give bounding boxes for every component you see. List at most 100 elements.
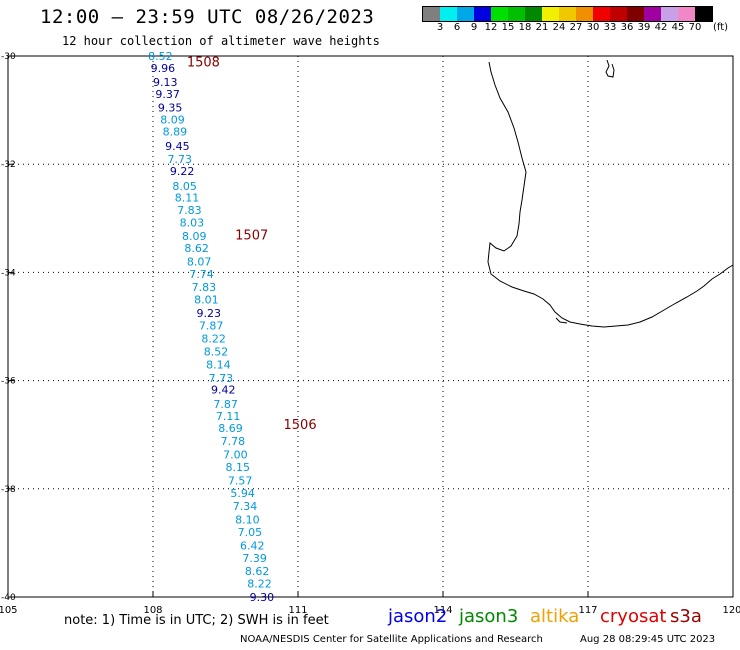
colorbar-label: 33: [603, 22, 617, 33]
wave-height-label: 8.05: [172, 180, 197, 193]
legend-s3a: s3a: [670, 606, 702, 627]
colorbar: [422, 6, 713, 22]
wave-height-label: 7.05: [238, 526, 262, 539]
colorbar-label: 15: [501, 22, 515, 33]
colorbar-label: 12: [484, 22, 498, 33]
colorbar-label: 18: [518, 22, 532, 33]
wave-height-label: 5.94: [230, 487, 255, 500]
wave-height-label: 8.01: [194, 293, 219, 306]
footer-credit: NOAA/NESDIS Center for Satellite Applica…: [240, 634, 543, 645]
pass-label: 1508: [187, 55, 220, 70]
colorbar-label: 27: [569, 22, 583, 33]
colorbar-swatch: [610, 7, 627, 21]
colorbar-swatch: [576, 7, 593, 21]
colorbar-swatch: [559, 7, 576, 21]
wave-height-label: 7.34: [233, 500, 258, 513]
wave-height-label: 8.09: [160, 113, 185, 126]
wave-height-label: 6.42: [240, 540, 265, 553]
colorbar-swatch: [423, 7, 440, 21]
colorbar-label: 24: [552, 22, 566, 33]
wave-height-label: 7.87: [199, 319, 224, 332]
pass-label: 1506: [284, 418, 317, 433]
wave-height-label: 7.74: [189, 268, 214, 281]
colorbar-label: 36: [620, 22, 634, 33]
lat-tick-label: -36: [1, 377, 16, 387]
wave-height-label: 8.07: [187, 256, 212, 269]
wave-height-label: 9.96: [151, 62, 176, 75]
colorbar-swatch: [627, 7, 644, 21]
colorbar-label: 21: [535, 22, 549, 33]
wave-height-label: 8.52: [204, 345, 229, 358]
lat-tick-label: -32: [1, 160, 16, 170]
wave-height-label: 9.30: [250, 591, 275, 604]
wave-height-label: 8.11: [175, 192, 200, 205]
wave-height-label: 9.37: [155, 88, 180, 101]
colorbar-swatch: [508, 7, 525, 21]
colorbar-swatch: [457, 7, 474, 21]
wave-height-label: 8.09: [182, 230, 207, 243]
colorbar-swatch: [491, 7, 508, 21]
colorbar-swatch: [542, 7, 559, 21]
wave-height-label: 7.83: [192, 281, 217, 294]
colorbar-swatch: [525, 7, 542, 21]
wave-height-label: 8.14: [206, 358, 231, 371]
colorbar-label: 70: [688, 22, 702, 33]
wave-height-label: 8.22: [247, 577, 272, 590]
wave-height-label: 9.22: [170, 165, 195, 178]
wave-height-label: 9.13: [153, 76, 178, 89]
colorbar-label: 6: [453, 22, 461, 33]
wave-height-label: 8.15: [226, 461, 251, 474]
wave-height-label: 9.23: [197, 307, 222, 320]
colorbar-label: 9: [470, 22, 478, 33]
wave-height-label: 8.22: [201, 332, 226, 345]
colorbar-labels: 3 6 9 12 15 18 21 24 27 30 33 36 39 42 45 70: [422, 22, 740, 34]
wave-height-label: 7.39: [242, 552, 267, 565]
colorbar-swatch: [644, 7, 661, 21]
wave-height-label: 7.00: [223, 449, 248, 462]
pass-label: 1507: [235, 229, 268, 244]
lon-tick-label: 105: [0, 605, 18, 616]
wave-height-label: 8.89: [163, 126, 188, 139]
wave-height-label: 9.45: [165, 140, 190, 153]
lat-tick-label: -34: [1, 268, 16, 278]
footer-timestamp: Aug 28 08:29:45 UTC 2023: [580, 634, 716, 645]
colorbar-unit: (ft): [713, 22, 729, 33]
colorbar-label: 45: [671, 22, 685, 33]
wave-height-label: 7.87: [213, 398, 238, 411]
colorbar-swatch: [678, 7, 695, 21]
lat-tick-label: -38: [1, 485, 16, 495]
colorbar-label: 39: [637, 22, 651, 33]
lon-tick-label: 108: [143, 605, 162, 616]
colorbar-swatch: [474, 7, 491, 21]
map-frame: [7, 55, 734, 598]
colorbar-label: 42: [654, 22, 668, 33]
chart-title: 12:00 – 23:59 UTC 08/26/2023: [40, 6, 375, 28]
wave-height-label: 8.10: [235, 514, 260, 527]
colorbar-label: 30: [586, 22, 600, 33]
lon-tick-label: 114: [433, 605, 452, 616]
legend-jason2: jason2: [388, 606, 448, 627]
coastline: [487, 61, 734, 328]
colorbar-label: 3: [436, 22, 444, 33]
note-text: note: 1) Time is in UTC; 2) SWH is in fe…: [64, 613, 329, 628]
legend-jason3: jason3: [459, 606, 519, 627]
wave-height-label: 8.62: [245, 565, 269, 578]
wave-height-label: 8.52: [148, 50, 173, 63]
wave-height-label: 7.57: [228, 475, 253, 488]
lon-tick-label: 111: [288, 605, 307, 616]
lon-tick-label: 120: [722, 605, 740, 616]
colorbar-swatch: [593, 7, 610, 21]
chart-subtitle: 12 hour collection of altimeter wave hei…: [62, 34, 380, 48]
wave-height-label: 9.42: [211, 383, 236, 396]
lat-tick-label: -30: [1, 52, 16, 62]
wave-height-label: 8.62: [184, 242, 209, 255]
lat-tick-label: -40: [1, 593, 16, 603]
wave-height-label: 9.35: [158, 101, 183, 114]
colorbar-swatch: [440, 7, 457, 21]
colorbar-swatch: [661, 7, 678, 21]
wave-height-label: 7.78: [221, 435, 246, 448]
wave-height-label: 7.73: [209, 372, 234, 385]
wave-height-label: 8.03: [180, 217, 205, 230]
wave-height-label: 7.11: [216, 410, 241, 423]
